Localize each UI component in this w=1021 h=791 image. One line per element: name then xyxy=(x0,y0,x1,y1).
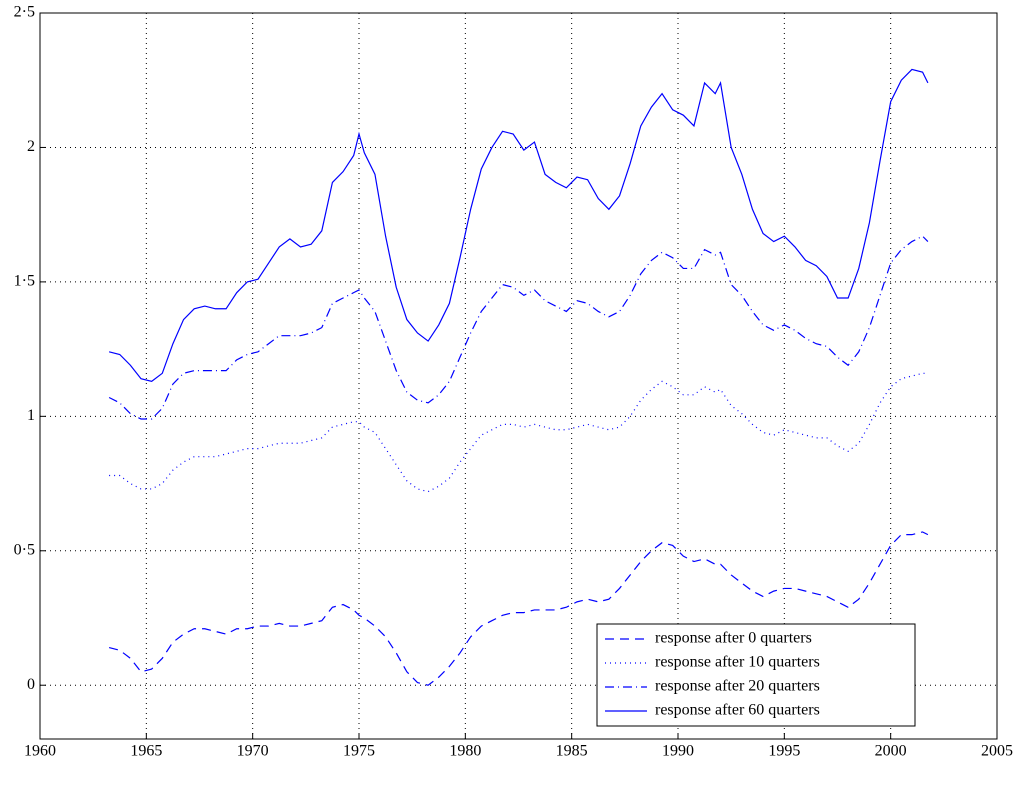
x-tick-label: 1970 xyxy=(237,743,269,760)
legend-box xyxy=(596,623,916,727)
x-tick-label: 2000 xyxy=(875,743,907,760)
x-tick-label: 1980 xyxy=(449,743,481,760)
y-tick-label: 2·5 xyxy=(14,4,35,21)
x-tick-label: 1975 xyxy=(343,743,375,760)
y-tick-label: 0·5 xyxy=(14,541,35,558)
legend-label: response after 0 quarters xyxy=(655,630,812,647)
series-line xyxy=(108,235,929,420)
y-tick-label: 2 xyxy=(27,138,35,155)
legend-label: response after 60 quarters xyxy=(655,702,820,719)
series-line xyxy=(109,372,928,493)
x-tick-label: 2005 xyxy=(981,743,1013,760)
x-tick-label: 1985 xyxy=(556,743,588,760)
legend-label: response after 20 quarters xyxy=(655,678,820,695)
x-tick-label: 1965 xyxy=(130,743,162,760)
x-tick-label: 1990 xyxy=(662,743,694,760)
y-tick-label: 1 xyxy=(27,407,35,424)
series-line xyxy=(108,68,929,383)
y-tick-label: 1·5 xyxy=(14,273,35,290)
x-tick-label: 1960 xyxy=(24,743,56,760)
x-tick-label: 1995 xyxy=(768,743,800,760)
series-line xyxy=(108,531,929,686)
legend-label: response after 10 quarters xyxy=(655,654,820,671)
plot-frame xyxy=(39,12,998,740)
y-tick-label: 0 xyxy=(27,676,35,693)
